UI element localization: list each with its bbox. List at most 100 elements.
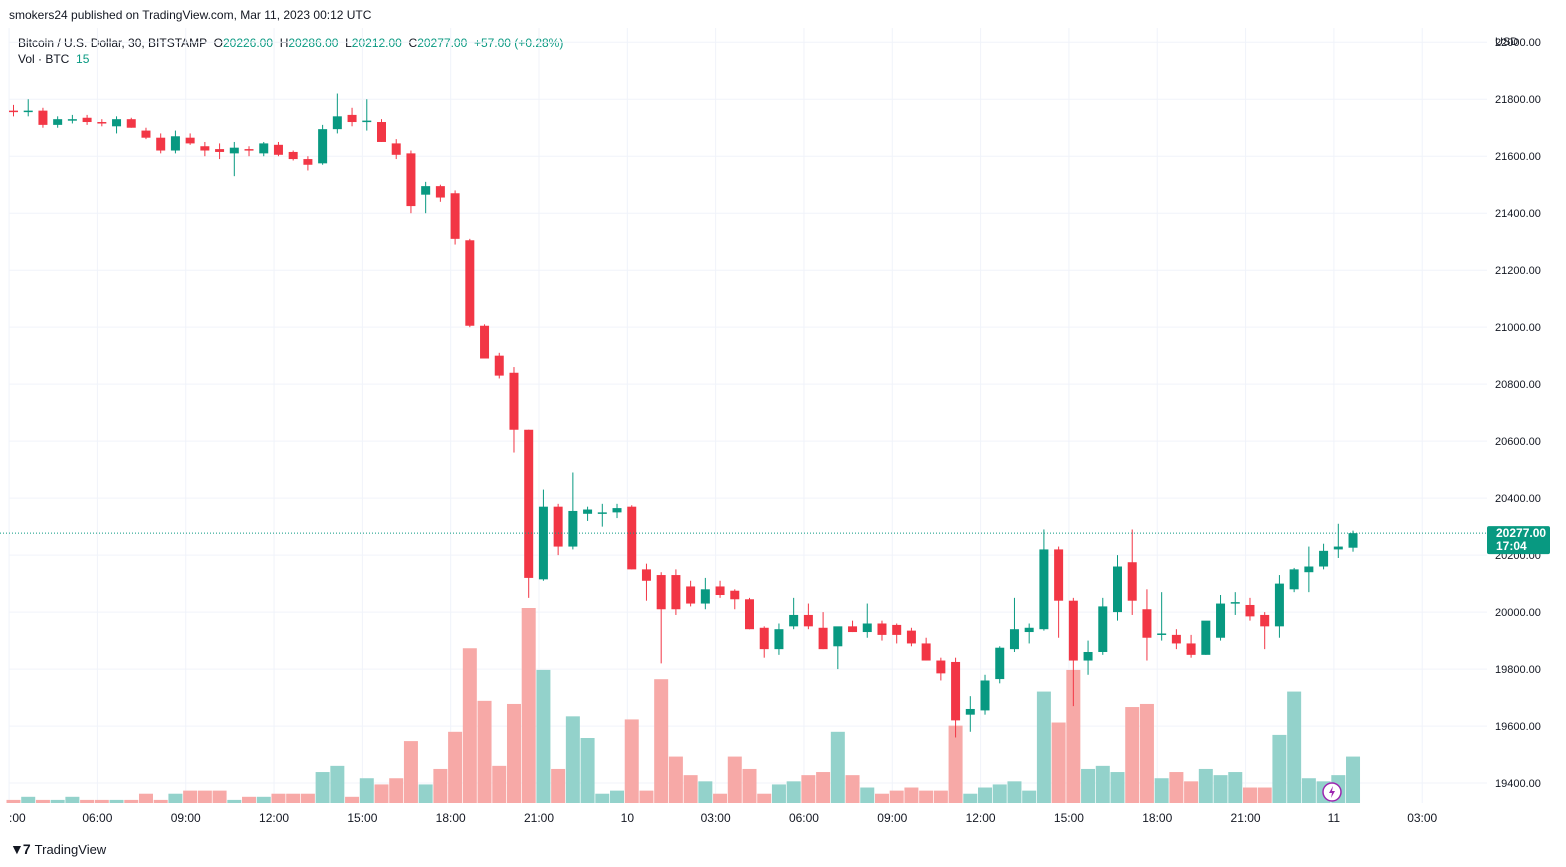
candle — [1260, 612, 1270, 650]
volume-bar — [403, 741, 418, 803]
candle — [965, 696, 975, 732]
candle-body — [1230, 602, 1240, 604]
axes: 19400.0019600.0019800.0020000.0020200.00… — [9, 37, 1541, 825]
candle — [1201, 620, 1211, 655]
y-tick-label: 21000.00 — [1495, 322, 1541, 334]
volume-bar — [1272, 734, 1287, 803]
candle-body — [450, 193, 460, 239]
candle — [921, 637, 931, 661]
candle — [730, 589, 740, 610]
candle — [141, 127, 151, 140]
candle — [244, 146, 254, 157]
candle-body — [656, 575, 666, 610]
volume-bar — [1095, 765, 1110, 803]
volume-bar — [35, 799, 50, 803]
candle-body — [862, 623, 872, 633]
volume-bar — [771, 784, 786, 803]
candle-body — [641, 569, 651, 581]
candle — [318, 124, 328, 165]
volume-bar — [389, 778, 404, 803]
volume-bar — [536, 669, 551, 803]
y-tick-label: 22000.00 — [1495, 37, 1541, 49]
candle-body — [1024, 627, 1034, 633]
volume-bar — [595, 793, 610, 803]
volume-bar — [904, 787, 919, 803]
volume-bar — [919, 790, 934, 803]
volume-bar — [168, 793, 183, 803]
brand-name: TradingView — [34, 841, 107, 857]
candle-body — [612, 508, 622, 513]
volume-bar — [1066, 669, 1081, 803]
volume-bar — [551, 768, 566, 803]
candle-body — [627, 506, 637, 570]
volume-bar — [124, 799, 139, 803]
candle-body — [1274, 583, 1284, 627]
candle-body — [597, 512, 607, 514]
x-tick-label: 11 — [1328, 811, 1341, 825]
candle — [259, 141, 269, 157]
candle — [789, 597, 799, 630]
y-tick-label: 21600.00 — [1495, 151, 1541, 163]
candle — [465, 238, 475, 328]
volume-bar — [286, 793, 301, 803]
volume-bar — [713, 793, 728, 803]
candle — [951, 657, 961, 738]
candle-body — [1142, 609, 1152, 638]
volume-bar — [50, 799, 65, 803]
volume-bar — [624, 719, 639, 803]
candle-body — [1157, 633, 1167, 635]
candle-body — [1171, 634, 1181, 644]
volume-bar — [1007, 781, 1022, 803]
candle — [509, 367, 519, 453]
candle-body — [553, 506, 563, 547]
lightning-icon[interactable] — [1322, 782, 1342, 802]
volume-bar — [138, 793, 153, 803]
volume-bar — [610, 790, 625, 803]
symbol-name[interactable]: Bitcoin / U.S. Dollar, 30, BITSTAMP — [18, 36, 207, 50]
x-tick-label: 03:00 — [701, 811, 731, 825]
volume-bar — [448, 731, 463, 803]
volume-label[interactable]: Vol · BTC — [18, 52, 70, 66]
candle — [848, 620, 858, 633]
volume-bar — [227, 799, 242, 803]
currency-label: USD — [1495, 36, 1518, 48]
candle-body — [82, 117, 92, 123]
tradingview-logo-icon: ▼7 — [10, 841, 31, 857]
candle — [700, 577, 710, 610]
candle — [833, 626, 843, 670]
candle — [1113, 555, 1122, 621]
volume-bar — [727, 756, 742, 803]
candle — [980, 674, 990, 715]
y-tick-label: 21800.00 — [1495, 94, 1541, 106]
candle-body — [700, 589, 710, 604]
candle-body — [215, 149, 225, 152]
candle-body — [229, 147, 239, 154]
candle — [627, 505, 637, 570]
volume-bar — [183, 790, 198, 803]
volume-bar — [212, 790, 227, 803]
candle — [1127, 529, 1137, 615]
candle — [1230, 592, 1240, 615]
volume-bar — [21, 796, 36, 803]
candle — [877, 620, 887, 641]
candle — [774, 623, 784, 655]
volume-bar — [1213, 775, 1228, 803]
candle — [450, 190, 460, 245]
candle-body — [833, 626, 843, 647]
volume-value: 15 — [76, 52, 90, 66]
last-price-label: 20277.00 — [1496, 526, 1546, 540]
volume-bar — [1022, 790, 1037, 803]
volume-bar — [315, 772, 330, 803]
candle — [435, 184, 445, 202]
candle — [1142, 589, 1152, 661]
candle-body — [259, 143, 269, 154]
candle-body — [1201, 620, 1211, 655]
volume-bar — [948, 725, 963, 803]
candle — [1068, 597, 1078, 707]
volume-bar — [992, 784, 1007, 803]
volume-bar — [300, 793, 315, 803]
volume-bar — [1257, 787, 1272, 803]
volume-bar — [1081, 768, 1096, 803]
candle-body — [980, 680, 990, 711]
